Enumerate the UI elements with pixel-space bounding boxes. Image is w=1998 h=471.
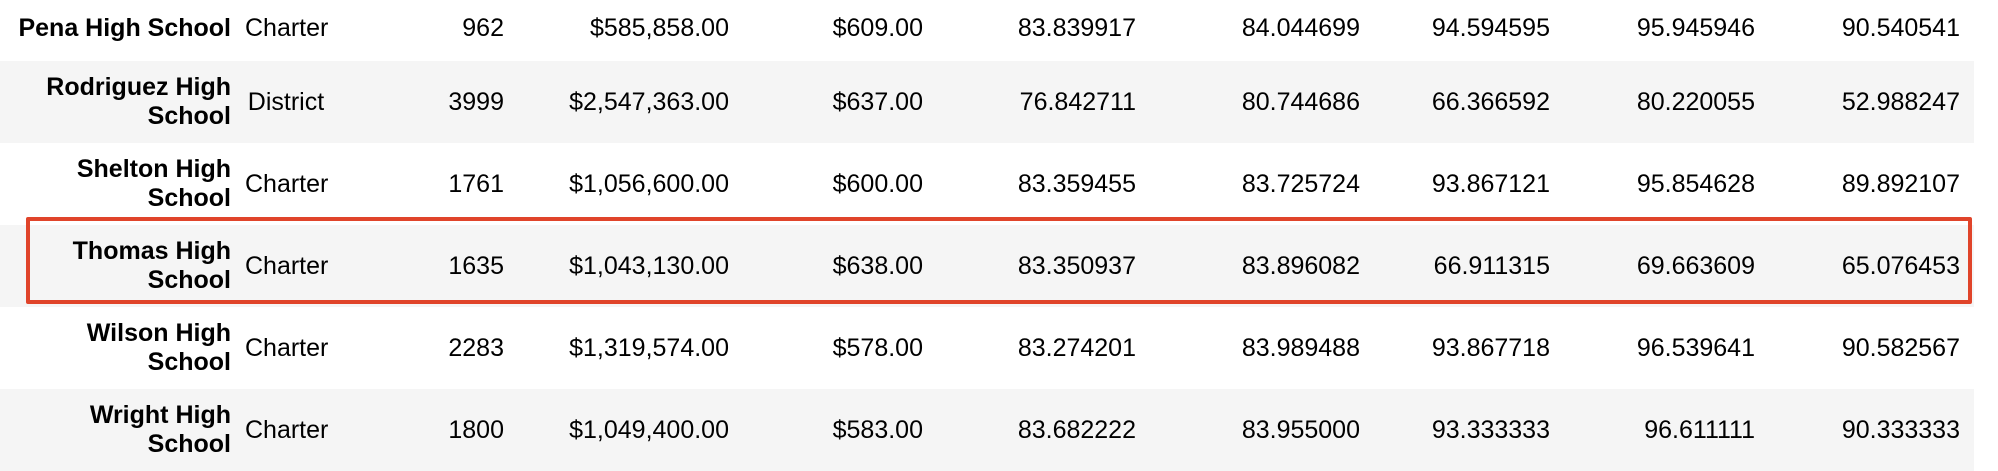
total-students-cell: 3999	[448, 87, 504, 116]
percent-overall-passing-cell: 52.988247	[1841, 87, 1960, 116]
percent-passing-math-cell: 66.366592	[1431, 87, 1550, 116]
percent-passing-math-cell: 93.867718	[1431, 333, 1550, 362]
school-name-cell: Shelton High School	[76, 155, 231, 212]
percent-passing-reading-cell: 80.220055	[1636, 87, 1755, 116]
average-math-score-cell: 83.350937	[1017, 251, 1136, 280]
total-students-cell: 1800	[448, 415, 504, 444]
school-type-cell: Charter	[245, 14, 329, 42]
per-student-budget-cell: $578.00	[832, 333, 923, 362]
average-reading-score-cell: 80.744686	[1241, 87, 1360, 116]
school-type-cell: Charter	[245, 333, 329, 362]
total-students-cell: 1761	[448, 169, 504, 198]
average-reading-score-cell: 84.044699	[1241, 14, 1360, 42]
per-student-budget-cell: $609.00	[832, 14, 923, 42]
table-row: Rodriguez High School District 3999 $2,547,…	[0, 61, 1974, 143]
table-row: Thomas High School Charter 1635 $1,043,130.…	[0, 225, 1974, 307]
per-student-budget-cell: $638.00	[832, 251, 923, 280]
percent-passing-reading-cell: 95.854628	[1636, 169, 1755, 198]
total-students-cell: 1635	[448, 251, 504, 280]
table-row: Wilson High School Charter 2283 $1,319,574.…	[0, 307, 1974, 389]
total-budget-cell: $1,043,130.00	[569, 251, 729, 280]
total-students-cell: 2283	[448, 333, 504, 362]
table-row: Wright High School Charter 1800 $1,049,400.…	[0, 389, 1974, 471]
percent-overall-passing-cell: 90.540541	[1841, 14, 1960, 42]
average-math-score-cell: 76.842711	[1019, 87, 1136, 116]
percent-passing-math-cell: 93.333333	[1431, 415, 1550, 444]
school-name-cell: Wilson High School	[86, 319, 231, 376]
average-math-score-cell: 83.274201	[1017, 333, 1136, 362]
percent-passing-reading-cell: 96.611111	[1644, 415, 1755, 444]
percent-passing-math-cell: 93.867121	[1431, 169, 1550, 198]
per-student-budget-cell: $583.00	[832, 415, 923, 444]
average-math-score-cell: 83.359455	[1017, 169, 1136, 198]
total-budget-cell: $1,319,574.00	[569, 333, 729, 362]
total-budget-cell: $585,858.00	[589, 14, 729, 42]
average-math-score-cell: 83.682222	[1017, 415, 1136, 444]
school-type-cell: Charter	[245, 251, 329, 280]
average-reading-score-cell: 83.989488	[1241, 333, 1360, 362]
average-math-score-cell: 83.839917	[1017, 14, 1136, 42]
average-reading-score-cell: 83.725724	[1241, 169, 1360, 198]
school-type-cell: Charter	[245, 415, 329, 444]
total-budget-cell: $2,547,363.00	[569, 87, 729, 116]
per-student-budget-cell: $600.00	[832, 169, 923, 198]
percent-passing-reading-cell: 95.945946	[1636, 14, 1755, 42]
school-name-cell: Thomas High School	[72, 237, 231, 294]
percent-passing-math-cell: 94.594595	[1431, 14, 1550, 42]
average-reading-score-cell: 83.896082	[1241, 251, 1360, 280]
percent-passing-reading-cell: 96.539641	[1636, 333, 1755, 362]
percent-overall-passing-cell: 89.892107	[1841, 169, 1960, 198]
percent-overall-passing-cell: 90.582567	[1841, 333, 1960, 362]
total-students-cell: 962	[462, 14, 504, 42]
school-type-cell: Charter	[245, 169, 329, 198]
school-type-cell: District	[247, 87, 325, 116]
total-budget-cell: $1,049,400.00	[569, 415, 729, 444]
table-row: Shelton High School Charter 1761 $1,056,600…	[0, 143, 1974, 225]
percent-overall-passing-cell: 90.333333	[1841, 415, 1960, 444]
percent-passing-math-cell: 66.911315	[1433, 251, 1550, 280]
percent-overall-passing-cell: 65.076453	[1841, 251, 1960, 280]
school-name-cell: Wright High School	[89, 401, 231, 458]
average-reading-score-cell: 83.955000	[1241, 415, 1360, 444]
school-name-cell: Rodriguez High School	[46, 73, 231, 130]
total-budget-cell: $1,056,600.00	[569, 169, 729, 198]
per-student-budget-cell: $637.00	[832, 87, 923, 116]
percent-passing-reading-cell: 69.663609	[1636, 251, 1755, 280]
school-name-cell: Pena High School	[18, 14, 231, 42]
table-row: Pena High School Charter 962 $585,858.00 $60…	[0, 0, 1974, 61]
